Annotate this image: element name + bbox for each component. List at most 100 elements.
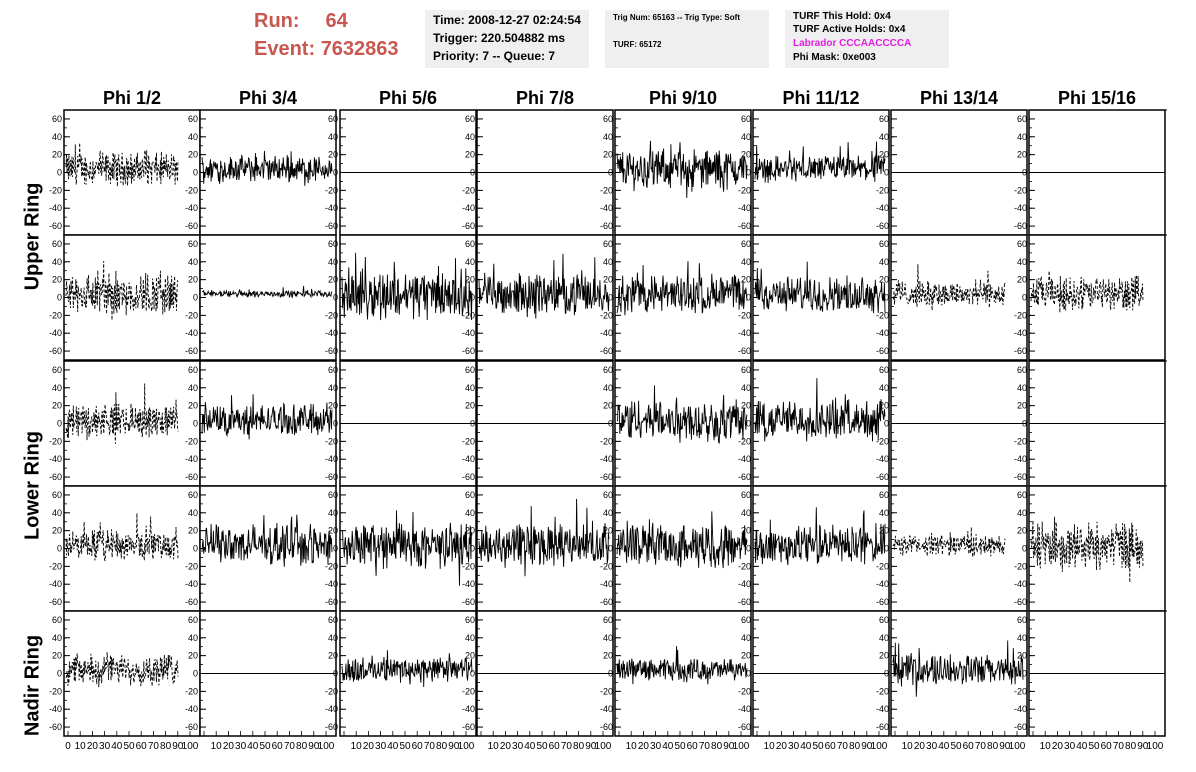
y-tick-label: 60 (879, 365, 889, 375)
y-tick-label: 0 (57, 669, 62, 679)
y-tick-label: -60 (600, 597, 613, 607)
waveform-trace (201, 514, 333, 567)
y-tick-label: -20 (462, 310, 475, 320)
y-tick-label: 0 (746, 419, 751, 429)
y-tick-label: -20 (876, 436, 889, 446)
y-tick-label: 60 (741, 114, 751, 124)
run-event-box: Run: 64 Event: 7632863 (248, 8, 418, 68)
waveform-trace (65, 652, 179, 688)
x-tick-label: 30 (926, 741, 938, 752)
trig-num-text: Trig Num: 65163 -- Trig Type: Soft (613, 13, 740, 22)
panel-frame (614, 234, 752, 361)
y-tick-label: -20 (325, 561, 338, 571)
x-tick-label: 20 (87, 741, 99, 752)
y-tick-label: -20 (600, 561, 613, 571)
y-tick-label: -60 (876, 346, 889, 356)
y-tick-label: 20 (52, 401, 62, 411)
x-tick-label: 50 (1088, 741, 1100, 752)
y-tick-label: 20 (741, 275, 751, 285)
y-tick-label: -20 (49, 185, 62, 195)
y-tick-label: 0 (193, 669, 198, 679)
y-tick-label: -20 (738, 436, 751, 446)
y-tick-label: -40 (325, 203, 338, 213)
panel-frame (890, 610, 1028, 737)
y-tick-label: -40 (185, 454, 198, 464)
x-tick-label: 60 (963, 741, 975, 752)
y-tick-label: 20 (1017, 651, 1027, 661)
y-tick-label: 60 (328, 239, 338, 249)
y-tick-label: 60 (188, 239, 198, 249)
run-value: 64 (325, 10, 348, 32)
y-tick-label: 60 (328, 114, 338, 124)
x-tick-label: 30 (375, 741, 387, 752)
y-tick-label: -40 (462, 579, 475, 589)
turf-text: TURF: 65172 (613, 40, 662, 49)
y-tick-label: -40 (600, 203, 613, 213)
y-tick-label: -20 (185, 436, 198, 446)
y-tick-label: 20 (328, 150, 338, 160)
y-tick-label: -40 (738, 704, 751, 714)
y-tick-label: 40 (741, 383, 751, 393)
x-tick-label: 90 (999, 741, 1011, 752)
y-tick-label: 0 (470, 669, 475, 679)
y-tick-label: -20 (600, 686, 613, 696)
y-tick-label: -40 (600, 454, 613, 464)
y-tick-label: 40 (465, 132, 475, 142)
y-tick-label: 60 (328, 365, 338, 375)
x-tick-label: 30 (788, 741, 800, 752)
y-tick-label: 60 (52, 490, 62, 500)
waveform-panel: 60 40 20 0 -20 -40 -60 (876, 109, 1028, 236)
y-tick-label: 40 (1017, 383, 1027, 393)
waveform-panel: 60 40 20 0 -20 -40 -60 (462, 109, 614, 236)
y-tick-label: -60 (49, 722, 62, 732)
x-tick-label: 70 (284, 741, 296, 752)
phi-label-3: Phi 5/6 (378, 88, 438, 108)
x-tick-label: 80 (849, 741, 861, 752)
y-tick-label: -20 (462, 686, 475, 696)
y-tick-label: -20 (462, 561, 475, 571)
y-tick-label: 60 (188, 490, 198, 500)
y-tick-label: 0 (608, 168, 613, 178)
y-tick-label: 20 (465, 651, 475, 661)
x-tick-label: 20 (1052, 741, 1064, 752)
y-tick-label: 0 (470, 544, 475, 554)
waveform-panel: 60 40 20 0 -20 -40 -60 (876, 485, 1028, 612)
y-tick-label: 60 (188, 365, 198, 375)
y-tick-label: 40 (328, 633, 338, 643)
y-tick-label: 20 (741, 150, 751, 160)
waveform-trace (201, 394, 333, 440)
y-tick-label: 20 (879, 526, 889, 536)
phi-label-8: Phi 15/16 (1057, 88, 1137, 108)
x-tick-label: 10 (211, 741, 223, 752)
y-tick-label: -60 (876, 472, 889, 482)
y-tick-label: 60 (1017, 114, 1027, 124)
y-tick-label: -20 (325, 185, 338, 195)
y-tick-label: -40 (1014, 203, 1027, 213)
y-tick-label: 0 (884, 669, 889, 679)
y-tick-label: -60 (738, 472, 751, 482)
y-tick-label: -40 (325, 579, 338, 589)
y-tick-label: -60 (876, 597, 889, 607)
waveform-panel: 60 40 20 0 -20 -40 -60 (1014, 610, 1166, 737)
y-tick-label: -40 (1014, 579, 1027, 589)
panel-frame (63, 485, 201, 612)
y-tick-label: 20 (603, 526, 613, 536)
waveform-trace (616, 385, 748, 444)
x-tick-label: 100 (318, 741, 335, 752)
waveform-panel: 60 40 20 0 -20 -40 -60 (185, 109, 337, 236)
y-tick-label: -60 (738, 346, 751, 356)
y-tick-label: -40 (462, 704, 475, 714)
y-tick-label: -20 (1014, 185, 1027, 195)
y-tick-label: 20 (1017, 401, 1027, 411)
waveform-panel: 60 40 20 0 -20 -40 -60 (1014, 485, 1166, 612)
y-tick-label: 0 (608, 544, 613, 554)
y-tick-label: -40 (49, 203, 62, 213)
y-tick-label: -40 (185, 704, 198, 714)
y-tick-label: -20 (1014, 561, 1027, 571)
x-tick-label: 40 (387, 741, 399, 752)
y-tick-label: 20 (879, 150, 889, 160)
y-tick-label: 40 (465, 383, 475, 393)
y-tick-label: -60 (462, 221, 475, 231)
x-tick-label: 60 (136, 741, 148, 752)
waveform-panel: 60 40 20 0 -20 -40 -60 (462, 360, 614, 487)
